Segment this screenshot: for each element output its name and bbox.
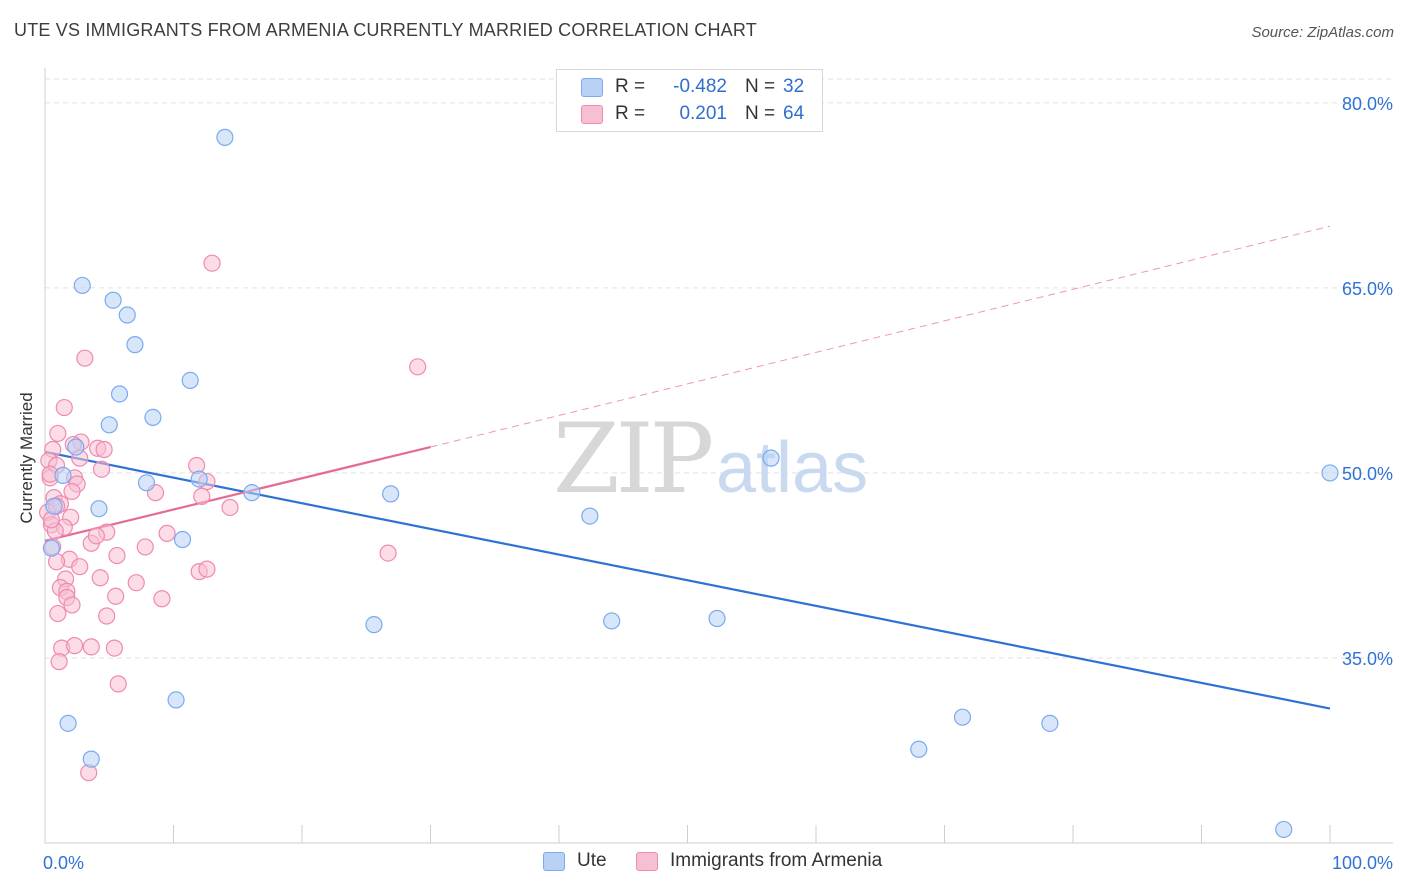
armenia-point	[105, 639, 123, 657]
legend-label-ute: Ute	[577, 850, 607, 871]
ute-point	[1275, 820, 1293, 839]
armenia-point	[65, 637, 84, 655]
armenia-point	[71, 558, 89, 576]
ute-point	[126, 336, 144, 354]
ute-point	[581, 507, 599, 525]
legend-r-value: 0.201	[679, 103, 727, 124]
tick-labels: 35.0% 50.0% 65.0% 80.0% 0.0% 100.0%	[43, 94, 1393, 873]
armenia-point	[82, 638, 100, 656]
armenia-point	[92, 460, 111, 478]
legend-n-label: N =	[745, 76, 776, 97]
armenia-point	[95, 440, 113, 459]
source-label: Source: ZipAtlas.com	[1251, 24, 1394, 41]
ute-point	[762, 449, 780, 467]
stats-legend: R = -0.482 N = 32 R = 0.201 N = 64	[556, 69, 823, 132]
ute-point	[110, 385, 129, 403]
ute-point	[190, 470, 208, 488]
ute-point	[708, 609, 726, 628]
ute-point	[181, 371, 199, 389]
ute-point	[910, 740, 928, 758]
ute-point	[137, 474, 156, 492]
ute-point	[118, 306, 136, 324]
ute-swatch	[581, 77, 603, 97]
armenia-point	[193, 487, 211, 505]
legend-row-armenia: R = 0.201 N = 64	[581, 101, 804, 127]
watermark-zip: ZIP	[553, 403, 712, 515]
armenia-point	[49, 424, 67, 443]
armenia-point	[221, 498, 239, 517]
armenia-point	[158, 524, 176, 542]
ute-point	[54, 466, 72, 484]
ute-point	[42, 539, 61, 557]
chart-title: UTE VS IMMIGRANTS FROM ARMENIA CURRENTLY…	[14, 20, 757, 40]
gridlines	[45, 78, 1393, 659]
series-legend: Ute Immigrants from Armenia	[0, 850, 1406, 878]
legend-r-label: R =	[615, 76, 646, 97]
armenia-point	[107, 587, 125, 605]
armenia-point	[409, 358, 427, 376]
ute-point	[100, 416, 118, 434]
armenia-swatch	[636, 851, 658, 871]
armenia-point	[108, 546, 126, 565]
armenia-point	[55, 398, 73, 417]
ute-point	[90, 500, 108, 518]
ute-point	[144, 408, 162, 427]
armenia-point	[109, 675, 127, 693]
y-tick-label: 65.0%	[1342, 279, 1393, 299]
armenia-point	[63, 596, 81, 614]
legend-row-ute: R = -0.482 N = 32	[581, 74, 804, 100]
y-axis-label: Currently Married	[17, 392, 36, 524]
data-points	[38, 128, 1339, 839]
y-tick-label: 80.0%	[1342, 94, 1393, 114]
armenia-point	[63, 482, 81, 501]
armenia-point	[91, 569, 109, 587]
ute-swatch	[543, 851, 565, 871]
watermark-atlas: atlas	[716, 428, 868, 508]
legend-r-value: -0.482	[673, 76, 727, 97]
watermark: ZIP atlas	[553, 403, 868, 515]
legend-n-value: 64	[783, 103, 805, 124]
x-tick-label: 100.0%	[1332, 853, 1393, 873]
armenia-point	[203, 254, 221, 272]
ute-point	[82, 750, 100, 768]
ute-point	[104, 291, 122, 309]
ute-point	[59, 714, 77, 732]
y-tick-label: 50.0%	[1342, 464, 1393, 484]
ute-point	[216, 128, 234, 146]
ute-point	[45, 497, 63, 515]
ute-point	[1041, 714, 1059, 732]
ute-point	[67, 438, 85, 456]
ute-point	[603, 612, 621, 630]
y-tick-label: 35.0%	[1342, 649, 1393, 669]
legend-n-value: 32	[783, 76, 805, 97]
armenia-swatch	[581, 104, 603, 124]
armenia-point	[127, 574, 145, 592]
ute-point	[1321, 464, 1339, 482]
armenia-point	[153, 590, 171, 608]
armenia-point	[379, 544, 397, 562]
armenia-point	[50, 653, 68, 671]
armenia-point	[98, 607, 116, 625]
ute-point	[173, 530, 192, 549]
x-tick-label: 0.0%	[43, 853, 84, 873]
legend-item-armenia[interactable]: Immigrants from Armenia	[636, 850, 882, 872]
ute-point	[243, 484, 261, 502]
armenia-point	[76, 349, 94, 367]
ute-point	[167, 691, 185, 709]
armenia-point	[198, 560, 216, 578]
legend-r-label: R =	[615, 103, 646, 124]
ute-point	[73, 276, 91, 295]
legend-label-armenia: Immigrants from Armenia	[670, 850, 883, 871]
armenia-point	[49, 604, 67, 623]
legend-n-label: N =	[745, 103, 776, 124]
ute-point	[365, 616, 383, 634]
armenia-point	[87, 527, 106, 545]
ute-point	[953, 708, 972, 726]
armenia-point	[136, 538, 154, 556]
legend-item-ute[interactable]: Ute	[543, 850, 607, 872]
ute-point	[382, 485, 400, 503]
armenia-trend-extension	[430, 225, 1331, 448]
